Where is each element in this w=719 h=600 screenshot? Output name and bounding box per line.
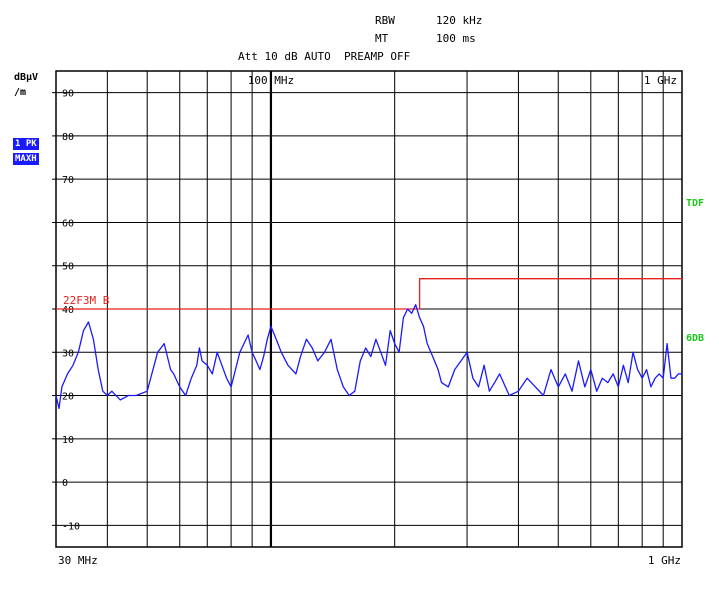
bottom-x-label: 1 GHz [648, 554, 681, 567]
y-tick-label: 70 [62, 175, 74, 186]
unit-label-top: dBµV [14, 72, 39, 83]
y-tick-label: 40 [62, 305, 74, 316]
bottom-x-label: 30 MHz [58, 554, 98, 567]
side-label-6db: 6DB [686, 333, 705, 344]
rbw-value: 120 kHz [436, 14, 483, 27]
unit-label-bottom: /m [14, 87, 27, 98]
y-tick-label: 30 [62, 348, 74, 359]
y-tick-label: 10 [62, 435, 74, 446]
y-tick-label: 50 [62, 262, 74, 273]
y-tick-label: 60 [62, 218, 74, 229]
top-x-label: 1 GHz [644, 74, 677, 87]
rbw-label: RBW [375, 14, 395, 27]
limit-line [56, 278, 682, 310]
side-label-tdf: TDF [686, 198, 705, 209]
trace-detector-badge: 1 PK [13, 138, 39, 150]
y-tick-label: 0 [62, 478, 68, 489]
y-tick-label: 90 [62, 89, 74, 100]
y-tick-label: 80 [62, 132, 74, 143]
mt-label: MT [375, 32, 389, 45]
y-tick-label: -10 [62, 521, 80, 532]
spectrum-trace [55, 304, 682, 410]
top-x-label: 100 MHz [248, 74, 294, 87]
limit-line-label: 22F3M B [63, 294, 110, 307]
trace-mode-badge: MAXH [13, 153, 39, 165]
attenuation-preamp-info: Att 10 dB AUTO PREAMP OFF [238, 50, 411, 63]
y-tick-label: 20 [62, 392, 74, 403]
mt-value: 100 ms [436, 32, 476, 45]
